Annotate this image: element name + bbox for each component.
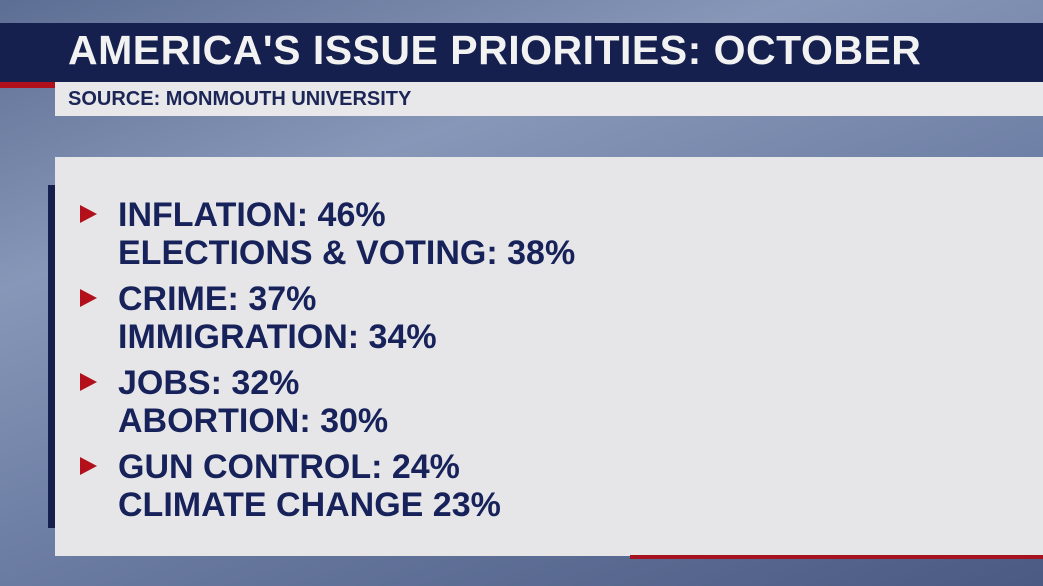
issue-item: JOBS: 32% xyxy=(118,364,300,402)
content-panel xyxy=(55,157,1043,556)
issue-group: JOBS: 32% ABORTION: 30% xyxy=(80,364,575,440)
panel-accent-bar xyxy=(48,185,55,528)
red-accent-line xyxy=(630,555,1043,559)
issue-item: ABORTION: 30% xyxy=(118,402,389,440)
source-bar xyxy=(55,82,1043,116)
issue-group: GUN CONTROL: 24% CLIMATE CHANGE 23% xyxy=(80,448,575,524)
issue-item: IMMIGRATION: 34% xyxy=(118,318,437,356)
triangle-right-icon xyxy=(80,289,97,307)
red-stripe xyxy=(0,82,55,88)
triangle-right-icon xyxy=(80,205,97,223)
issue-item: GUN CONTROL: 24% xyxy=(118,448,460,486)
source-label: SOURCE: MONMOUTH UNIVERSITY xyxy=(68,88,412,110)
issue-item: INFLATION: 46% xyxy=(118,196,386,234)
issue-item: CRIME: 37% xyxy=(118,280,317,318)
page-title: AMERICA'S ISSUE PRIORITIES: OCTOBER xyxy=(68,27,922,73)
issue-group: CRIME: 37% IMMIGRATION: 34% xyxy=(80,280,575,356)
triangle-right-icon xyxy=(80,457,97,475)
issue-list: INFLATION: 46% ELECTIONS & VOTING: 38% C… xyxy=(80,196,575,532)
issue-item: ELECTIONS & VOTING: 38% xyxy=(118,234,576,272)
issue-item: CLIMATE CHANGE 23% xyxy=(118,486,501,524)
issue-group: INFLATION: 46% ELECTIONS & VOTING: 38% xyxy=(80,196,575,272)
triangle-right-icon xyxy=(80,373,97,391)
title-bar xyxy=(0,23,1043,82)
